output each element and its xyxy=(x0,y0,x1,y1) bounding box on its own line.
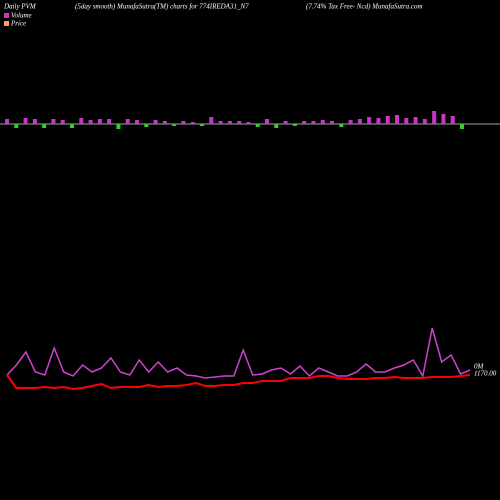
volume-bar xyxy=(107,119,112,124)
volume-bar xyxy=(227,121,232,124)
volume-bar xyxy=(116,124,121,129)
volume-bar xyxy=(5,119,9,124)
volume-bar xyxy=(330,121,334,124)
volume-bar xyxy=(255,124,260,127)
volume-bar xyxy=(181,121,186,124)
volume-bar xyxy=(292,124,297,126)
legend-swatch xyxy=(4,13,9,18)
volume-bar xyxy=(367,117,372,124)
volume-bar xyxy=(385,116,390,124)
volume-bar xyxy=(246,122,251,124)
volume-bar xyxy=(172,124,177,126)
volume-bar xyxy=(218,121,223,124)
volume-bar xyxy=(283,121,288,124)
volume-bar xyxy=(302,121,307,124)
volume-line xyxy=(6,327,471,379)
volume-bar xyxy=(97,119,102,124)
chart-title: (5day smooth) MunafaSutra(TM) charts for… xyxy=(75,3,249,11)
volume-bar xyxy=(376,118,381,124)
volume-bar xyxy=(162,121,167,124)
volume-bar xyxy=(88,120,93,124)
legend-label: Price xyxy=(10,20,26,28)
price-line xyxy=(6,374,471,391)
volume-bar xyxy=(395,115,399,124)
legend-label: Volume xyxy=(11,12,32,20)
volume-bar xyxy=(357,119,362,124)
volume-bar xyxy=(200,124,204,126)
volume-bar xyxy=(70,124,74,128)
volume-bar xyxy=(432,111,437,124)
volume-bar xyxy=(348,120,353,124)
price-label: 1170.00 xyxy=(474,370,497,378)
volume-bar xyxy=(320,120,325,124)
volume-bar xyxy=(209,117,214,124)
right-title: (7.74% Tax Free- Ncd) MunafaSutra.com xyxy=(306,3,423,11)
volume-bar xyxy=(311,121,316,124)
volume-bar xyxy=(339,124,344,127)
volume-bar xyxy=(144,124,149,127)
volume-bar xyxy=(42,124,47,128)
volume-bar xyxy=(153,120,158,124)
volume-label: 0M xyxy=(474,363,485,371)
volume-bar xyxy=(274,124,279,128)
volume-bar xyxy=(413,117,418,124)
left-title: Daily PVM xyxy=(3,3,37,11)
legend-swatch xyxy=(4,21,9,26)
volume-bar xyxy=(32,119,37,124)
volume-bar xyxy=(51,119,56,124)
volume-bar xyxy=(125,119,130,124)
volume-bar xyxy=(460,124,464,129)
volume-bar xyxy=(441,114,446,124)
volume-bar xyxy=(190,122,195,124)
volume-bar xyxy=(450,116,455,124)
volume-bar xyxy=(422,119,427,124)
volume-bar xyxy=(23,118,28,124)
volume-bar xyxy=(265,119,269,124)
volume-bar xyxy=(237,121,242,124)
volume-bar xyxy=(79,118,84,124)
volume-bar xyxy=(60,120,65,124)
volume-bar xyxy=(135,120,139,124)
volume-bar xyxy=(14,124,19,128)
volume-bar xyxy=(404,118,409,124)
